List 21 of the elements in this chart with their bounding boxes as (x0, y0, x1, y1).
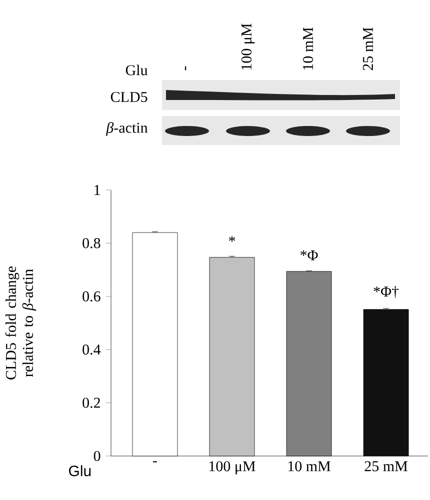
annotation: * (228, 236, 236, 242)
y-tick-label: 0.8 (82, 238, 100, 248)
text: β-actin (106, 122, 148, 136)
text: 10 mM (302, 27, 314, 70)
y-tick-label: 0.4 (82, 344, 101, 355)
text: Glu (126, 64, 148, 76)
x-tick-label: 25 mM (364, 461, 408, 472)
x-tick-label: 100 μM (209, 461, 256, 474)
x-tick-label: 10 mM (288, 461, 330, 472)
y-tick-label: 0.2 (82, 398, 100, 408)
text: 100 μM (241, 24, 255, 70)
y-tick-label: 0.6 (82, 291, 100, 302)
annotation: *Φ (300, 250, 318, 260)
text: - (184, 66, 186, 70)
y-tick-label: 0 (94, 450, 100, 462)
text: 25 mM (362, 27, 374, 70)
x-tick-label: - (153, 461, 157, 462)
text: CLD5 (110, 92, 148, 102)
x-axis-title: Glu (69, 465, 91, 476)
y-tick-label: 1 (94, 185, 100, 195)
annotation: *Φ† (374, 286, 399, 298)
